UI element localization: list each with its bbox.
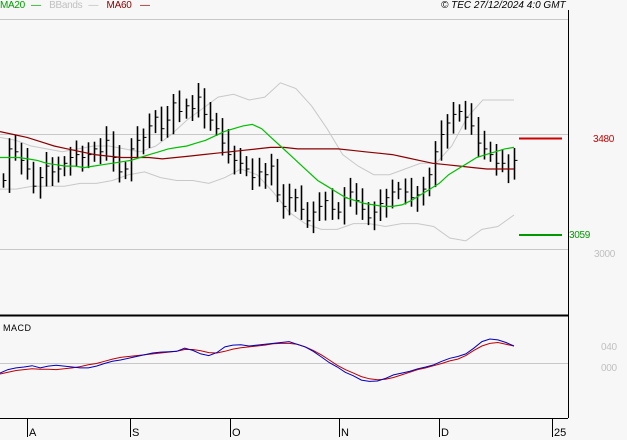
- macd-label-040: 040: [601, 342, 617, 353]
- ma60-line: [0, 131, 514, 170]
- ma20-line: [0, 123, 515, 207]
- price-label-resistance: 3480: [593, 134, 615, 145]
- copyright-timestamp: © TEC 27/12/2024 4:0 GMT: [441, 0, 566, 11]
- macd-line: [0, 338, 515, 382]
- legend-ma20: MA20—: [0, 0, 41, 11]
- chart-legend: MA20— BBands — MA60 —: [0, 0, 156, 12]
- macd-signal-line: [0, 341, 515, 381]
- x-label-nov: N: [341, 427, 349, 439]
- legend-ma60: MA60 —: [106, 0, 150, 11]
- price-label-support: 3059: [569, 230, 591, 241]
- macd-label-000: 000: [601, 363, 617, 374]
- x-label-oct: O: [232, 427, 241, 439]
- price-label-3000: 3000: [594, 249, 616, 260]
- macd-title: MACD: [3, 323, 32, 333]
- bollinger-lower-line: [0, 168, 515, 242]
- x-label-sep: S: [132, 427, 140, 439]
- ohlc-bars: [2, 83, 518, 234]
- legend-bbands: BBands —: [49, 0, 99, 11]
- x-label-dec: D: [441, 427, 449, 439]
- x-axis-ticks: [27, 419, 553, 437]
- x-label-2025: 25: [554, 427, 567, 439]
- bollinger-upper-line: [0, 82, 514, 176]
- x-label-aug: A: [29, 427, 37, 439]
